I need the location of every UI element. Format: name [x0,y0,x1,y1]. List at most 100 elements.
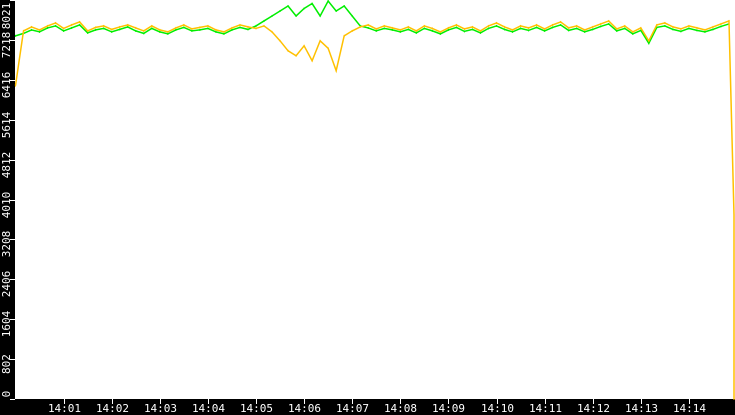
data-point [528,29,530,32]
data-point [127,23,129,26]
data-point [383,24,385,27]
data-point [223,32,225,35]
data-point [343,34,345,37]
data-point [199,26,201,29]
data-point [640,26,642,29]
data-point [600,25,602,28]
data-point [600,22,602,25]
data-point [447,26,449,29]
data-point [303,7,305,10]
data-point [720,22,722,25]
data-point [624,24,626,27]
data-point [592,28,594,31]
data-point [383,27,385,30]
x-tick-label: 14:09 [431,402,466,415]
data-point [119,25,121,28]
data-point [696,29,698,32]
data-point [544,27,546,30]
data-point [688,24,690,27]
data-point [151,24,153,27]
data-point [247,28,249,31]
data-point [287,5,289,8]
data-point [63,29,65,32]
data-point [175,28,177,31]
data-point [680,30,682,33]
data-point [680,27,682,30]
data-point [191,27,193,30]
data-point [215,30,217,33]
y-tick-label: 4010 [0,191,13,218]
data-point [423,27,425,30]
data-point [624,27,626,30]
data-point [255,24,257,27]
x-tick-label: 14:05 [239,402,274,415]
data-point [183,26,185,29]
data-point [167,32,169,35]
data-point [327,47,329,50]
data-point [552,23,554,26]
data-point [520,27,522,30]
data-point [151,27,153,30]
y-tick-label: 6416 [0,71,13,98]
data-point [608,19,610,22]
data-point [319,14,321,17]
data-point [391,28,393,31]
data-point [592,25,594,28]
data-point [95,26,97,29]
data-point [351,14,353,17]
data-point [111,28,113,31]
data-point [608,22,610,25]
data-point [423,24,425,27]
data-point [343,5,345,8]
data-point [520,24,522,27]
data-point [471,25,473,28]
data-point [568,26,570,29]
data-point [295,54,297,57]
data-point [239,23,241,26]
data-point [87,31,89,34]
series-line-0 [15,0,730,45]
data-point [239,26,241,29]
data-point [560,20,562,23]
data-point [143,29,145,32]
data-point [496,21,497,24]
data-point [279,39,281,42]
data-point [79,23,81,26]
data-point [167,30,169,33]
data-point [31,25,33,28]
data-point [512,30,514,33]
data-point [712,28,714,31]
data-point [375,27,377,30]
data-point [55,24,57,27]
data-point [95,28,97,31]
data-point [463,30,465,33]
data-point [728,19,730,22]
data-point [119,28,121,31]
y-tick-label: 7218 [0,31,13,58]
data-point [632,30,634,33]
x-tick-label: 14:01 [47,402,82,415]
data-point [319,39,321,42]
data-point [23,29,25,32]
y-tick-label: 8021 [0,2,13,30]
data-point [271,30,273,33]
data-point [447,28,449,31]
x-tick-label: 14:02 [95,402,130,415]
data-point [672,28,674,31]
x-tick-label: 14:04 [191,402,226,415]
data-point [496,24,497,27]
data-point [584,30,586,33]
x-tick-label: 14:11 [528,402,563,415]
data-point [15,84,16,87]
data-point [295,14,297,17]
data-point [656,23,658,26]
data-point [263,24,265,27]
data-point [463,27,465,30]
data-point [688,27,690,30]
data-point [375,29,377,32]
data-point [215,28,217,31]
data-point [79,20,81,23]
data-point [143,32,145,35]
